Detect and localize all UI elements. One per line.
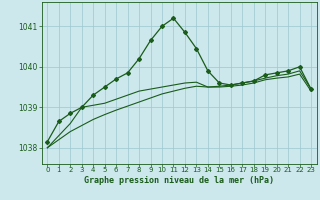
- X-axis label: Graphe pression niveau de la mer (hPa): Graphe pression niveau de la mer (hPa): [84, 176, 274, 185]
